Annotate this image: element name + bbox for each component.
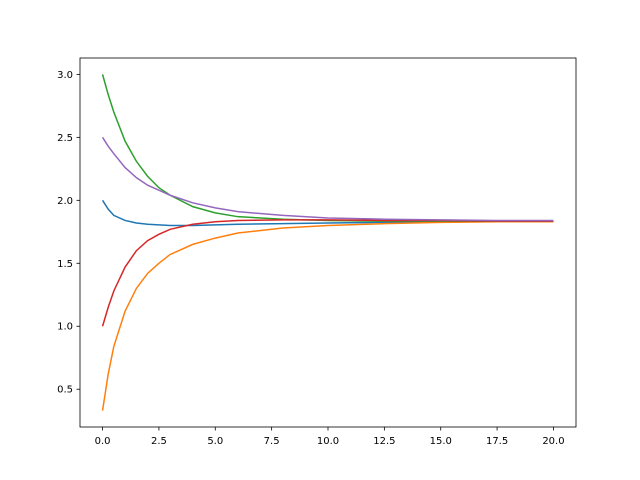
y-tick-label: 2.5 — [57, 133, 73, 144]
line-series — [101, 136, 554, 222]
x-tick-label: 12.5 — [373, 436, 395, 447]
x-tick-label: 0.0 — [95, 436, 111, 447]
line-series — [101, 199, 554, 227]
y-tick-label: 2.0 — [57, 196, 73, 207]
x-tick-label: 17.5 — [486, 436, 508, 447]
line-series — [101, 219, 554, 327]
y-tick-label: 1.5 — [57, 259, 73, 270]
x-tick-label: 5.0 — [207, 436, 223, 447]
x-tick-label: 20.0 — [542, 436, 564, 447]
axes-frame — [79, 57, 577, 428]
x-tick-label: 10.0 — [317, 436, 339, 447]
line-series — [101, 220, 554, 411]
y-tick-label: 3.0 — [57, 70, 73, 81]
x-tick-label: 2.5 — [151, 436, 167, 447]
x-tick-label: 7.5 — [264, 436, 280, 447]
y-tick-label: 1.0 — [57, 322, 73, 333]
y-tick-label: 0.5 — [57, 385, 73, 396]
x-tick-label: 15.0 — [430, 436, 452, 447]
